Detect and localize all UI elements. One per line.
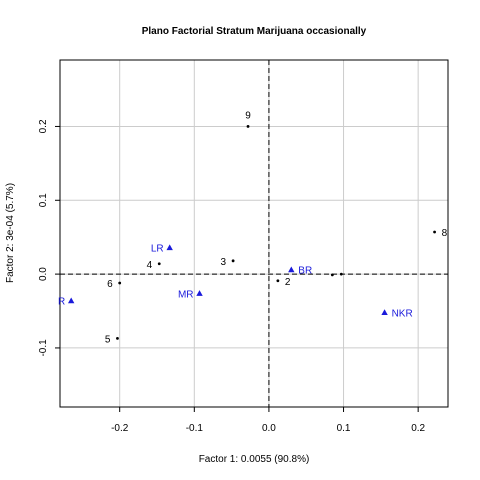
- x-tick-label: 0.1: [337, 423, 351, 434]
- point-label-3: 3: [221, 257, 227, 268]
- point-label-BR: BR: [298, 266, 312, 277]
- point-label-9: 9: [245, 110, 251, 121]
- point-label-6: 6: [107, 279, 113, 290]
- point-label-5: 5: [105, 334, 111, 345]
- point-marker-unlabeled-6: [330, 273, 334, 277]
- y-axis-ticks: -0.1 0.0 0.1 0.2: [38, 119, 60, 357]
- point-marker-3: [231, 259, 235, 263]
- reference-lines: [60, 60, 448, 407]
- point-marker-R: [67, 297, 75, 304]
- point-marker-5: [116, 336, 119, 340]
- point-marker-6: [118, 281, 122, 285]
- point-marker-4: [157, 262, 161, 266]
- x-axis-label: Factor 1: 0.0055 (90.8%): [199, 454, 310, 465]
- point-label-4: 4: [147, 260, 153, 271]
- point-marker-LR: [166, 244, 173, 251]
- point-label-2: 2: [285, 277, 291, 288]
- y-tick-label: 0.1: [38, 193, 49, 207]
- chart-title: Plano Factorial Stratum Marijuana occasi…: [142, 26, 367, 37]
- point-label-8: 8: [442, 228, 448, 239]
- point-marker-9: [246, 125, 250, 128]
- grid: [60, 60, 448, 407]
- y-tick-label: 0.2: [38, 119, 49, 133]
- x-tick-label: -0.1: [186, 423, 204, 434]
- point-label-LR: LR: [151, 244, 164, 255]
- y-tick-label: -0.1: [38, 339, 49, 357]
- y-axis-label: Factor 2: 3e-04 (5.7%): [5, 183, 16, 283]
- point-marker-2: [276, 279, 280, 283]
- point-marker-NKR: [381, 309, 388, 316]
- data-points: 9 8 3 4 6 2 5 LR BR MR R NKR: [58, 110, 448, 345]
- point-label-NKR: NKR: [392, 308, 413, 319]
- point-label-MR: MR: [178, 289, 194, 300]
- plot-area-frame: [59, 59, 449, 408]
- point-label-R: R: [58, 297, 65, 308]
- point-marker-unlabeled-7: [339, 272, 343, 276]
- x-tick-label: -0.2: [111, 423, 129, 434]
- point-marker-MR: [196, 290, 203, 296]
- point-marker-BR: [288, 266, 295, 273]
- x-tick-label: 0.0: [262, 423, 276, 434]
- x-axis-ticks: -0.2 -0.1 0.0 0.1 0.2: [111, 407, 426, 434]
- y-tick-label: 0.0: [38, 267, 49, 281]
- point-marker-8: [433, 230, 436, 234]
- x-tick-label: 0.2: [411, 423, 425, 434]
